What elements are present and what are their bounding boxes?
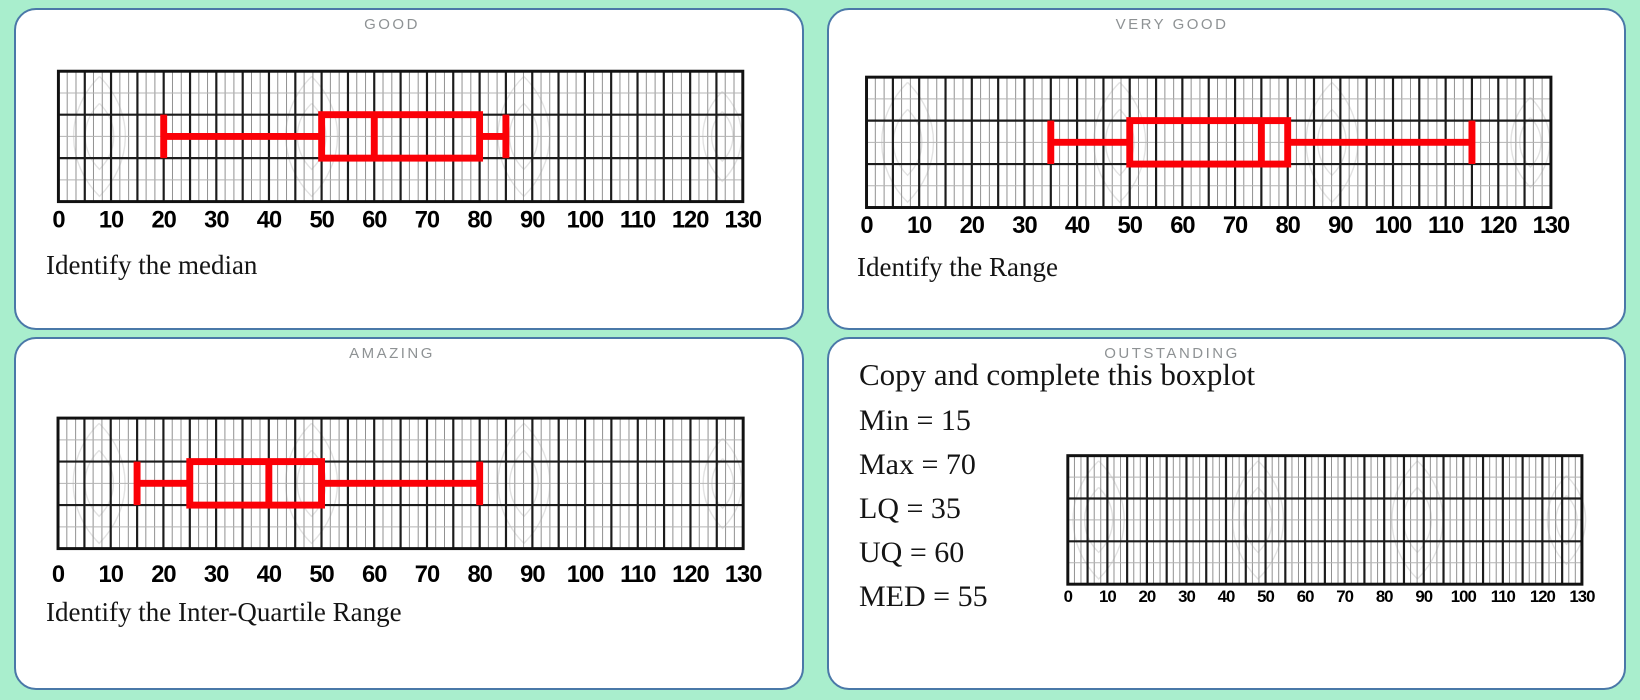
stat-lq: LQ = 35 <box>859 492 961 525</box>
panel-title-outstanding: OUTSTANDING <box>1104 345 1240 362</box>
svg-text:80: 80 <box>467 562 492 588</box>
svg-text:80: 80 <box>467 207 492 233</box>
panel-outstanding: OUTSTANDING Copy and complete this boxpl… <box>827 337 1626 690</box>
svg-text:60: 60 <box>1297 587 1314 606</box>
empty-grid-outstanding: 0 10 20 30 40 50 60 70 80 90 100 110 120 130 <box>1064 454 1596 606</box>
svg-text:20: 20 <box>151 562 176 588</box>
svg-text:130: 130 <box>725 207 762 233</box>
svg-text:40: 40 <box>1065 213 1090 239</box>
svg-text:30: 30 <box>204 562 229 588</box>
svg-text:120: 120 <box>672 562 709 588</box>
panel-very-good: VERY GOOD 0 10 20 30 40 50 60 70 80 90 100 110 120 13… <box>827 8 1626 330</box>
svg-text:110: 110 <box>1491 587 1516 606</box>
svg-text:120: 120 <box>1480 213 1517 239</box>
svg-text:110: 110 <box>1428 213 1464 239</box>
svg-text:110: 110 <box>620 207 656 233</box>
boxplot-chart-very-good: 0 10 20 30 40 50 60 70 80 90 100 110 120 130 <box>860 75 1571 239</box>
svg-text:100: 100 <box>1375 213 1412 239</box>
svg-text:40: 40 <box>257 562 282 588</box>
panel-title-very-good: VERY GOOD <box>1115 16 1229 33</box>
svg-text:110: 110 <box>620 562 656 588</box>
svg-text:30: 30 <box>1178 587 1195 606</box>
svg-text:50: 50 <box>1257 587 1274 606</box>
boxplot-chart-good: 0 10 20 30 40 50 60 70 80 90 100 110 120 130 <box>52 69 763 233</box>
svg-text:100: 100 <box>567 562 604 588</box>
panel-amazing: AMAZING 0 10 20 30 40 50 60 70 80 90 100 110 120 130 … <box>14 337 804 690</box>
svg-text:10: 10 <box>1099 587 1116 606</box>
svg-text:70: 70 <box>1223 213 1248 239</box>
svg-text:90: 90 <box>1415 587 1432 606</box>
boxplot-chart-amazing: 0 10 20 30 40 50 60 70 80 90 100 110 120 130 <box>52 416 763 588</box>
svg-text:30: 30 <box>1012 213 1037 239</box>
stat-uq: UQ = 60 <box>859 536 965 569</box>
svg-text:0: 0 <box>860 213 873 239</box>
svg-text:130: 130 <box>1569 587 1595 606</box>
svg-text:80: 80 <box>1276 213 1301 239</box>
svg-text:90: 90 <box>520 207 545 233</box>
task-label-amazing: Identify the Inter-Quartile Range <box>46 597 402 627</box>
panel-good: GOOD 0 10 20 30 40 50 60 70 80 90 100 110 120 130 Ide… <box>14 8 804 330</box>
svg-text:40: 40 <box>257 207 282 233</box>
svg-text:100: 100 <box>567 207 604 233</box>
svg-text:10: 10 <box>99 207 124 233</box>
svg-text:40: 40 <box>1218 587 1235 606</box>
instruction-text: Copy and complete this boxplot <box>859 357 1256 392</box>
svg-text:60: 60 <box>362 207 387 233</box>
svg-text:80: 80 <box>1376 587 1393 606</box>
panel-title-amazing: AMAZING <box>349 345 435 362</box>
svg-text:50: 50 <box>309 562 334 588</box>
stat-med: MED = 55 <box>859 580 988 613</box>
stats-list: Min = 15 Max = 70 LQ = 35 UQ = 60 MED = … <box>859 399 988 619</box>
svg-text:70: 70 <box>415 207 440 233</box>
svg-text:20: 20 <box>1139 587 1156 606</box>
svg-text:60: 60 <box>362 562 387 588</box>
svg-text:120: 120 <box>672 207 709 233</box>
svg-text:10: 10 <box>99 562 124 588</box>
svg-text:50: 50 <box>309 207 334 233</box>
task-label-very-good: Identify the Range <box>857 252 1058 282</box>
svg-text:20: 20 <box>152 207 177 233</box>
svg-text:130: 130 <box>725 562 762 588</box>
svg-text:90: 90 <box>520 562 545 588</box>
svg-text:70: 70 <box>1336 587 1353 606</box>
stat-min: Min = 15 <box>859 404 971 437</box>
svg-text:50: 50 <box>1118 213 1143 239</box>
svg-text:120: 120 <box>1530 587 1556 606</box>
svg-text:0: 0 <box>1064 587 1073 606</box>
svg-text:30: 30 <box>204 207 229 233</box>
task-label-good: Identify the median <box>46 250 258 280</box>
svg-text:130: 130 <box>1533 213 1570 239</box>
svg-text:10: 10 <box>907 213 932 239</box>
svg-text:0: 0 <box>52 562 65 588</box>
svg-text:90: 90 <box>1328 213 1353 239</box>
svg-text:20: 20 <box>960 213 985 239</box>
svg-text:60: 60 <box>1170 213 1195 239</box>
svg-text:0: 0 <box>52 207 65 233</box>
svg-text:100: 100 <box>1451 587 1477 606</box>
stat-max: Max = 70 <box>859 448 976 481</box>
svg-text:70: 70 <box>415 562 440 588</box>
panel-title-good: GOOD <box>364 16 420 33</box>
